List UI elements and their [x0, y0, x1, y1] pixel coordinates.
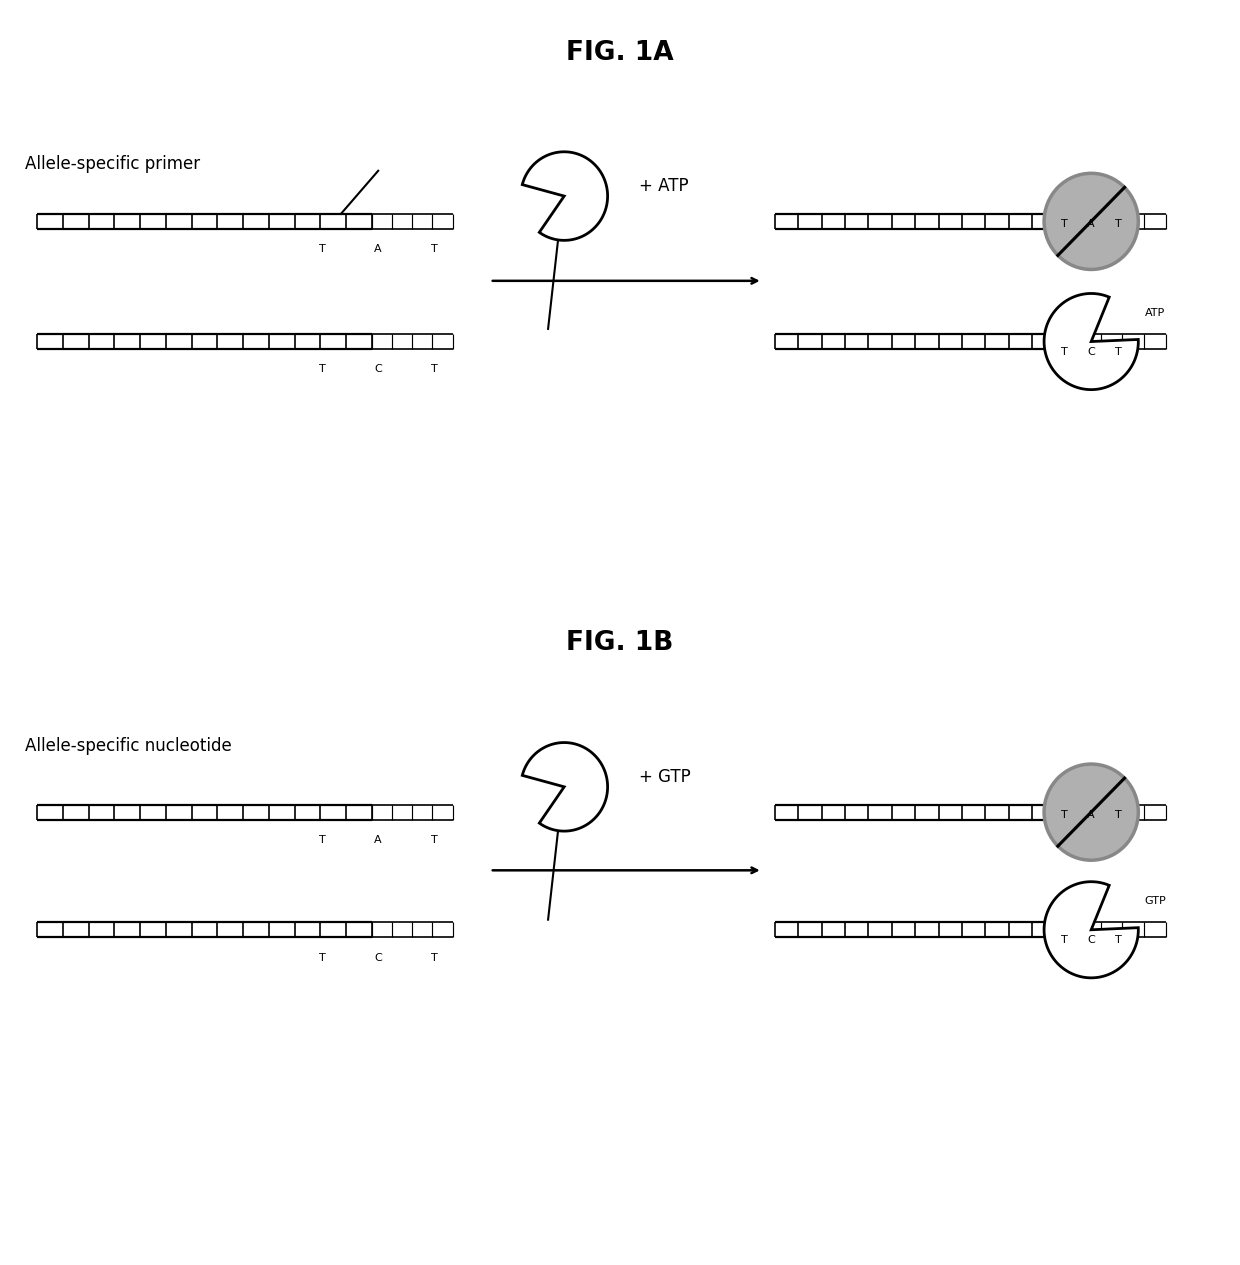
Text: + ATP: + ATP [639, 177, 688, 195]
Text: T: T [430, 835, 438, 845]
Text: C: C [374, 953, 382, 963]
Text: T: T [430, 244, 438, 254]
Text: T: T [319, 953, 326, 963]
Text: T: T [430, 364, 438, 374]
Text: T: T [1060, 219, 1068, 229]
Text: T: T [1115, 347, 1122, 357]
Text: T: T [319, 244, 326, 254]
Text: T: T [1115, 219, 1122, 229]
Polygon shape [1044, 882, 1138, 978]
Text: FIG. 1A: FIG. 1A [567, 40, 673, 66]
Text: T: T [1060, 935, 1068, 945]
Text: C: C [1087, 347, 1095, 357]
Circle shape [1044, 764, 1138, 860]
Text: T: T [430, 953, 438, 963]
Text: GTP: GTP [1145, 896, 1167, 906]
Polygon shape [1044, 293, 1138, 390]
Text: C: C [1087, 935, 1095, 945]
Text: A: A [1087, 219, 1095, 229]
Text: Allele-specific nucleotide: Allele-specific nucleotide [25, 737, 232, 755]
Circle shape [1044, 173, 1138, 269]
Text: T: T [1060, 347, 1068, 357]
Text: Allele-specific primer: Allele-specific primer [25, 156, 200, 173]
Polygon shape [522, 152, 608, 240]
Text: T: T [319, 835, 326, 845]
Polygon shape [522, 743, 608, 831]
Text: T: T [1060, 810, 1068, 820]
Text: + GTP: + GTP [639, 768, 691, 786]
Text: T: T [1115, 935, 1122, 945]
Text: A: A [374, 835, 382, 845]
Text: A: A [1087, 810, 1095, 820]
Text: A: A [374, 244, 382, 254]
Text: C: C [374, 364, 382, 374]
Text: ATP: ATP [1145, 307, 1164, 318]
Text: T: T [1115, 810, 1122, 820]
Text: FIG. 1B: FIG. 1B [567, 630, 673, 655]
Text: T: T [319, 364, 326, 374]
